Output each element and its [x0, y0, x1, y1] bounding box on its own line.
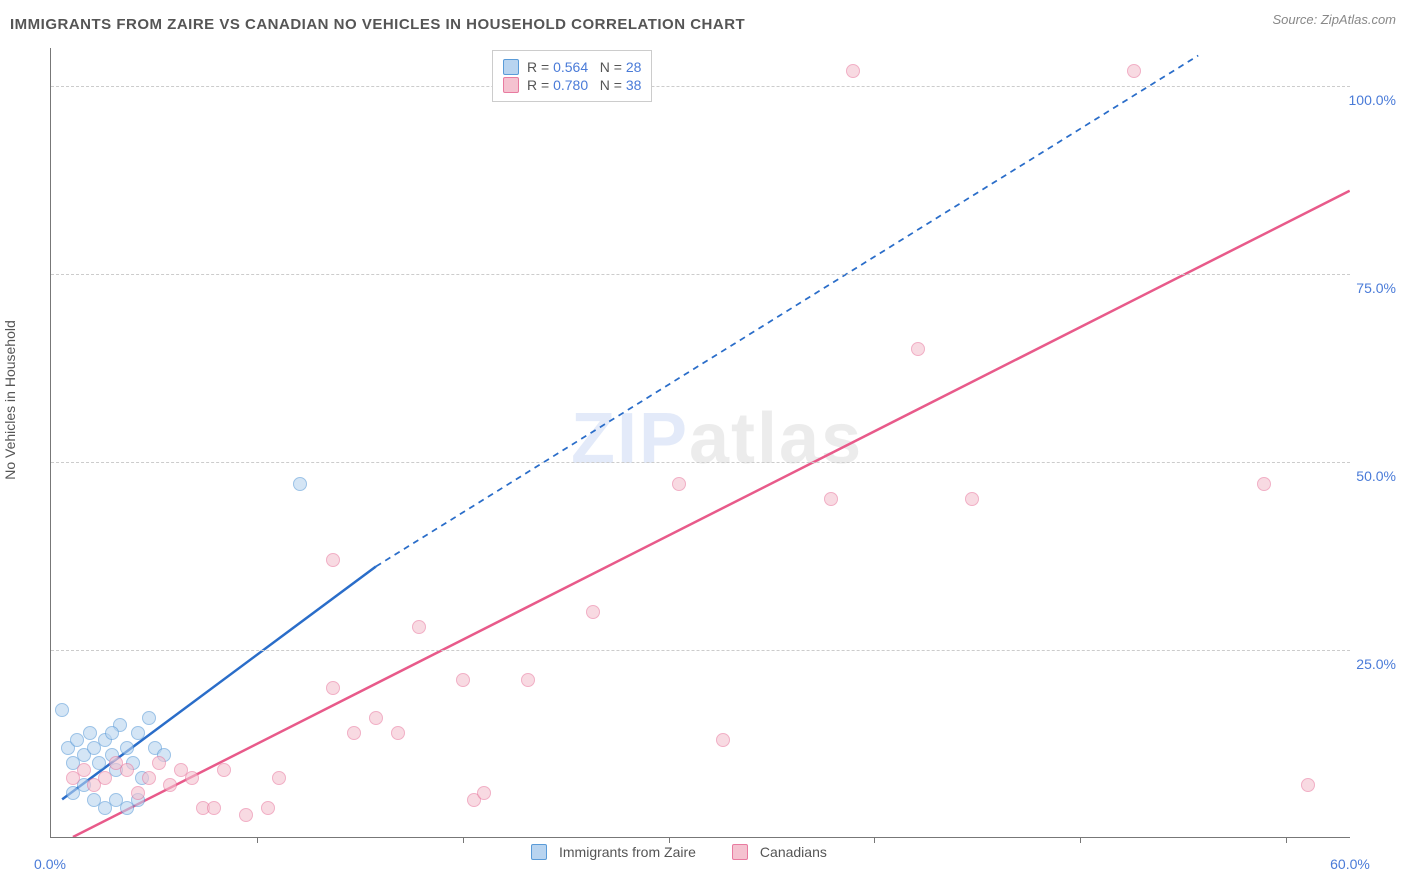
y-tick-label: 50.0% — [1356, 468, 1396, 484]
x-tick-minor — [669, 837, 670, 843]
legend-swatch — [503, 77, 519, 93]
data-point — [586, 605, 600, 619]
data-point — [142, 711, 156, 725]
data-point — [207, 801, 221, 815]
gridline-h — [51, 274, 1350, 275]
data-point — [369, 711, 383, 725]
data-point — [83, 726, 97, 740]
data-point — [163, 778, 177, 792]
legend-stat: R = 0.780 N = 38 — [527, 77, 641, 93]
source-label: Source: ZipAtlas.com — [1272, 12, 1396, 27]
y-tick-label: 100.0% — [1349, 92, 1396, 108]
data-point — [672, 477, 686, 491]
x-tick-label: 60.0% — [1330, 856, 1370, 872]
gridline-h — [51, 86, 1350, 87]
data-point — [293, 477, 307, 491]
legend-stat: R = 0.564 N = 28 — [527, 59, 641, 75]
y-axis-label: No Vehicles in Household — [2, 320, 18, 480]
chart-plot-area: ZIPatlas — [50, 48, 1350, 838]
correlation-legend: R = 0.564 N = 28 R = 0.780 N = 38 — [492, 50, 652, 102]
data-point — [120, 763, 134, 777]
x-tick-minor — [463, 837, 464, 843]
data-point — [521, 673, 535, 687]
data-point — [105, 726, 119, 740]
gridline-h — [51, 650, 1350, 651]
data-point — [70, 733, 84, 747]
data-point — [239, 808, 253, 822]
data-point — [131, 726, 145, 740]
data-point — [1301, 778, 1315, 792]
series-legend: Immigrants from Zaire Canadians — [531, 844, 851, 860]
data-point — [412, 620, 426, 634]
data-point — [846, 64, 860, 78]
data-point — [152, 756, 166, 770]
data-point — [77, 763, 91, 777]
legend-swatch — [531, 844, 547, 860]
x-tick-minor — [874, 837, 875, 843]
data-point — [391, 726, 405, 740]
watermark-atlas: atlas — [689, 399, 863, 479]
y-tick-label: 75.0% — [1356, 280, 1396, 296]
page-title: IMMIGRANTS FROM ZAIRE VS CANADIAN NO VEH… — [10, 16, 745, 33]
x-tick-minor — [257, 837, 258, 843]
data-point — [217, 763, 231, 777]
data-point — [272, 771, 286, 785]
x-tick-label: 0.0% — [34, 856, 66, 872]
trend-lines — [51, 48, 1350, 837]
data-point — [98, 771, 112, 785]
data-point — [824, 492, 838, 506]
data-point — [716, 733, 730, 747]
legend-row: R = 0.564 N = 28 — [503, 59, 641, 75]
data-point — [142, 771, 156, 785]
y-tick-label: 25.0% — [1356, 656, 1396, 672]
data-point — [120, 741, 134, 755]
legend-series-name: Canadians — [760, 844, 827, 860]
data-point — [347, 726, 361, 740]
data-point — [131, 786, 145, 800]
data-point — [55, 703, 69, 717]
legend-row: R = 0.780 N = 38 — [503, 77, 641, 93]
data-point — [326, 681, 340, 695]
data-point — [261, 801, 275, 815]
gridline-h — [51, 462, 1350, 463]
data-point — [456, 673, 470, 687]
data-point — [92, 756, 106, 770]
x-tick-minor — [1080, 837, 1081, 843]
watermark-zip: ZIP — [571, 399, 689, 479]
data-point — [911, 342, 925, 356]
x-tick-minor — [1286, 837, 1287, 843]
legend-swatch — [732, 844, 748, 860]
data-point — [1257, 477, 1271, 491]
data-point — [185, 771, 199, 785]
legend-swatch — [503, 59, 519, 75]
watermark: ZIPatlas — [571, 398, 863, 480]
legend-series-name: Immigrants from Zaire — [559, 844, 696, 860]
data-point — [1127, 64, 1141, 78]
data-point — [965, 492, 979, 506]
data-point — [477, 786, 491, 800]
data-point — [326, 553, 340, 567]
